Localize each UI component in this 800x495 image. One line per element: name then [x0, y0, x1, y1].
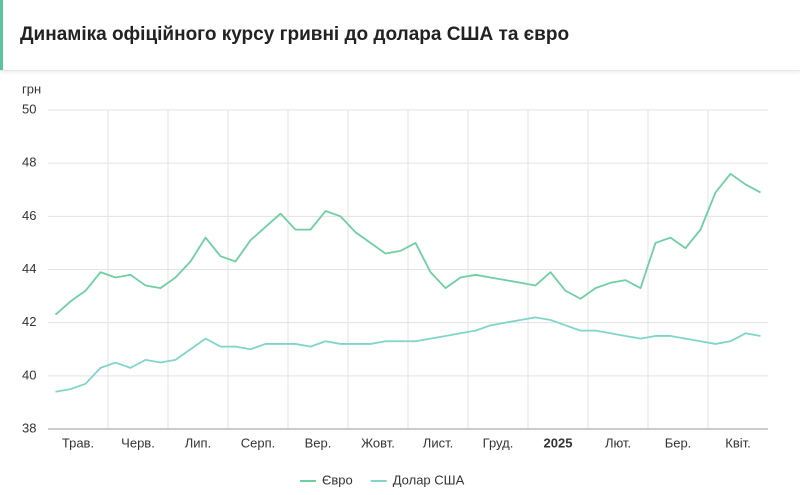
- y-tick-label: 50: [22, 101, 36, 116]
- x-tick-label: Груд.: [483, 435, 514, 450]
- series-line: [55, 316, 761, 393]
- legend-label: Євро: [322, 472, 353, 487]
- x-tick-label: Лип.: [185, 435, 211, 450]
- header: Динаміка офіційного курсу гривні до дола…: [0, 0, 800, 71]
- y-tick-label: 48: [22, 155, 36, 170]
- x-tick-label: Черв.: [121, 435, 155, 450]
- y-axis-label: грн: [22, 81, 41, 96]
- y-tick-label: 44: [22, 261, 36, 276]
- legend-label: Долар США: [393, 472, 465, 487]
- x-tick-label: 2025: [544, 435, 573, 450]
- x-tick-label: Жовт.: [361, 435, 395, 450]
- x-tick-label: Трав.: [62, 435, 94, 450]
- y-tick-label: 40: [22, 367, 36, 382]
- y-tick-label: 38: [22, 420, 36, 435]
- accent-bar: [0, 0, 3, 70]
- y-tick-label: 42: [22, 314, 36, 329]
- x-tick-label: Лист.: [423, 435, 453, 450]
- x-tick-label: Бер.: [665, 435, 692, 450]
- x-tick-label: Серп.: [241, 435, 276, 450]
- x-tick-label: Квіт.: [725, 435, 751, 450]
- y-tick-label: 46: [22, 208, 36, 223]
- series-line: [54, 172, 761, 316]
- x-tick-label: Лют.: [605, 435, 631, 450]
- x-tick-label: Вер.: [305, 435, 332, 450]
- chart-title: Динаміка офіційного курсу гривні до дола…: [20, 24, 570, 45]
